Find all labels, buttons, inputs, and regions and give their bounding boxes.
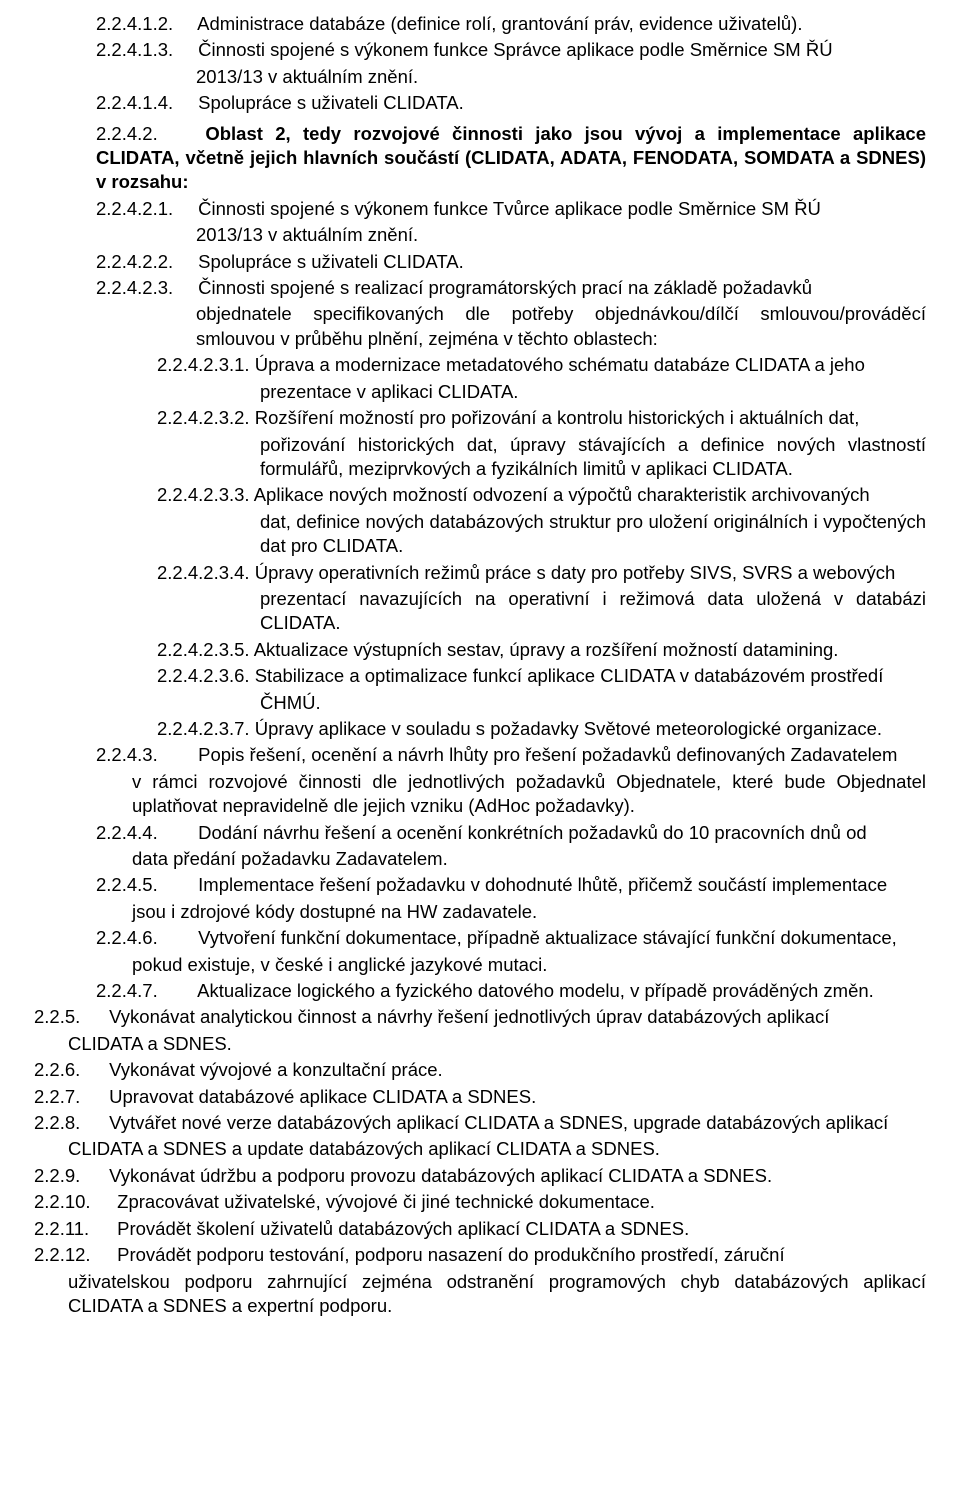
item-2-2-7: 2.2.7. Upravovat databázové aplikace CLI… [34, 1085, 926, 1109]
item-number: 2.2.4.2.2. [96, 250, 193, 274]
item-text: Provádět školení uživatelů databázových … [117, 1218, 689, 1239]
item-continuation: v rámci rozvojové činnosti dle jednotliv… [132, 770, 926, 819]
item-text: Vykonávat analytickou činnost a návrhy ř… [109, 1006, 829, 1027]
item-text: Aplikace nových možností odvození a výpo… [254, 484, 870, 505]
item-text: Aktualizace výstupních sestav, úpravy a … [254, 639, 839, 660]
item-2-2-4-6: 2.2.4.6. Vytvoření funkční dokumentace, … [96, 926, 926, 950]
item-2-2-4-2-3: 2.2.4.2.3. Činnosti spojené s realizací … [96, 276, 926, 300]
item-text-bold: Oblast 2, tedy rozvojové činnosti jako j… [96, 123, 926, 193]
item-number: 2.2.5. [34, 1005, 104, 1029]
item-text: Vykonávat údržbu a podporu provozu datab… [109, 1165, 772, 1186]
item-number: 2.2.4.2.3.7. [157, 717, 250, 741]
item-2-2-9: 2.2.9. Vykonávat údržbu a podporu provoz… [34, 1164, 926, 1188]
item-continuation: data předání požadavku Zadavatelem. [132, 847, 926, 871]
item-2-2-12: 2.2.12. Provádět podporu testování, podp… [34, 1243, 926, 1267]
item-2-2-10: 2.2.10. Zpracovávat uživatelské, vývojov… [34, 1190, 926, 1214]
item-text: Stabilizace a optimalizace funkcí aplika… [255, 665, 884, 686]
item-text: Spolupráce s uživateli CLIDATA. [198, 251, 464, 272]
item-2-2-4-2-3-6: 2.2.4.2.3.6. Stabilizace a optimalizace … [157, 664, 926, 688]
item-number: 2.2.4.2.3. [96, 276, 193, 300]
item-number: 2.2.4.1.2. [96, 12, 193, 36]
item-continuation: prezentací navazujících na operativní i … [260, 587, 926, 636]
item-text: Spolupráce s uživateli CLIDATA. [198, 92, 464, 113]
document-page: 2.2.4.1.2. Administrace databáze (defini… [0, 0, 960, 1348]
item-number: 2.2.4.2.3.2. [157, 406, 250, 430]
item-number: 2.2.8. [34, 1111, 104, 1135]
item-number: 2.2.4.5. [96, 873, 193, 897]
item-number: 2.2.4.3. [96, 743, 193, 767]
item-2-2-4-2-3-5: 2.2.4.2.3.5. Aktualizace výstupních sest… [157, 638, 926, 662]
item-text: Úprava a modernizace metadatového schéma… [255, 354, 865, 375]
item-2-2-6: 2.2.6. Vykonávat vývojové a konzultační … [34, 1058, 926, 1082]
item-number: 2.2.4.2.3.4. [157, 561, 250, 585]
item-2-2-4-2-3-4: 2.2.4.2.3.4. Úpravy operativních režimů … [157, 561, 926, 585]
item-continuation: uživatelskou podporu zahrnující zejména … [68, 1270, 926, 1319]
item-number: 2.2.10. [34, 1190, 112, 1214]
item-continuation: 2013/13 v aktuálním znění. [196, 65, 926, 89]
item-continuation: 2013/13 v aktuálním znění. [196, 223, 926, 247]
item-number: 2.2.4.6. [96, 926, 193, 950]
item-number: 2.2.4.2.3.5. [157, 638, 250, 662]
item-text: Upravovat databázové aplikace CLIDATA a … [109, 1086, 536, 1107]
item-number: 2.2.12. [34, 1243, 112, 1267]
item-2-2-4-7: 2.2.4.7. Aktualizace logického a fyzické… [96, 979, 926, 1003]
item-2-2-4-2-2: 2.2.4.2.2. Spolupráce s uživateli CLIDAT… [96, 250, 926, 274]
item-number: 2.2.9. [34, 1164, 104, 1188]
item-text: Úpravy operativních režimů práce s daty … [255, 562, 896, 583]
item-number: 2.2.4.4. [96, 821, 193, 845]
item-continuation: prezentace v aplikaci CLIDATA. [260, 380, 926, 404]
item-2-2-4-2-3-7: 2.2.4.2.3.7. Úpravy aplikace v souladu s… [157, 717, 926, 741]
item-text: Aktualizace logického a fyzického datové… [197, 980, 874, 1001]
item-continuation: objednatele specifikovaných dle potřeby … [196, 302, 926, 351]
item-number: 2.2.4.2. [96, 122, 193, 146]
item-2-2-8: 2.2.8. Vytvářet nové verze databázových … [34, 1111, 926, 1135]
item-2-2-4-4: 2.2.4.4. Dodání návrhu řešení a ocenění … [96, 821, 926, 845]
item-text: Vytvářet nové verze databázových aplikac… [109, 1112, 888, 1133]
item-text: Administrace databáze (definice rolí, gr… [197, 13, 802, 34]
item-2-2-4-2: 2.2.4.2. Oblast 2, tedy rozvojové činnos… [96, 122, 926, 195]
item-2-2-4-3: 2.2.4.3. Popis řešení, ocenění a návrh l… [96, 743, 926, 767]
item-text: Popis řešení, ocenění a návrh lhůty pro … [198, 744, 897, 765]
item-2-2-4-1-2: 2.2.4.1.2. Administrace databáze (defini… [96, 12, 926, 36]
item-text: Vytvoření funkční dokumentace, případně … [198, 927, 897, 948]
item-2-2-4-2-3-1: 2.2.4.2.3.1. Úprava a modernizace metada… [157, 353, 926, 377]
item-text: Činnosti spojené s výkonem funkce Správc… [198, 39, 832, 60]
item-number: 2.2.7. [34, 1085, 104, 1109]
item-number: 2.2.4.2.3.3. [157, 483, 250, 507]
item-2-2-4-2-3-2: 2.2.4.2.3.2. Rozšíření možností pro poři… [157, 406, 926, 430]
item-text: Rozšíření možností pro pořizování a kont… [255, 407, 860, 428]
item-text: Činnosti spojené s realizací programátor… [198, 277, 812, 298]
item-number: 2.2.6. [34, 1058, 104, 1082]
item-number: 2.2.4.2.3.1. [157, 353, 250, 377]
item-text: Implementace řešení požadavku v dohodnut… [198, 874, 887, 895]
item-continuation: CLIDATA a SDNES. [68, 1032, 926, 1056]
item-number: 2.2.4.2.3.6. [157, 664, 250, 688]
item-continuation: pořizování historických dat, úpravy stáv… [260, 433, 926, 482]
item-2-2-4-2-1: 2.2.4.2.1. Činnosti spojené s výkonem fu… [96, 197, 926, 221]
item-2-2-11: 2.2.11. Provádět školení uživatelů datab… [34, 1217, 926, 1241]
item-2-2-4-2-3-3: 2.2.4.2.3.3. Aplikace nových možností od… [157, 483, 926, 507]
item-text: Vykonávat vývojové a konzultační práce. [109, 1059, 443, 1080]
item-continuation: pokud existuje, v české i anglické jazyk… [132, 953, 926, 977]
item-continuation: dat, definice nových databázových strukt… [260, 510, 926, 559]
item-number: 2.2.4.1.4. [96, 91, 193, 115]
item-text: Zpracovávat uživatelské, vývojové či jin… [117, 1191, 655, 1212]
item-continuation: ČHMÚ. [260, 691, 926, 715]
item-text: Činnosti spojené s výkonem funkce Tvůrce… [198, 198, 821, 219]
item-text: Dodání návrhu řešení a ocenění konkrétní… [198, 822, 867, 843]
item-text: Úpravy aplikace v souladu s požadavky Sv… [255, 718, 882, 739]
item-number: 2.2.4.7. [96, 979, 193, 1003]
item-2-2-4-1-4: 2.2.4.1.4. Spolupráce s uživateli CLIDAT… [96, 91, 926, 115]
item-text: Provádět podporu testování, podporu nasa… [117, 1244, 784, 1265]
item-number: 2.2.4.2.1. [96, 197, 193, 221]
item-continuation: jsou i zdrojové kódy dostupné na HW zada… [132, 900, 926, 924]
item-2-2-4-1-3: 2.2.4.1.3. Činnosti spojené s výkonem fu… [96, 38, 926, 62]
item-number: 2.2.4.1.3. [96, 38, 193, 62]
item-number: 2.2.11. [34, 1217, 112, 1241]
item-2-2-4-5: 2.2.4.5. Implementace řešení požadavku v… [96, 873, 926, 897]
item-2-2-5: 2.2.5. Vykonávat analytickou činnost a n… [34, 1005, 926, 1029]
item-continuation: CLIDATA a SDNES a update databázových ap… [68, 1137, 926, 1161]
